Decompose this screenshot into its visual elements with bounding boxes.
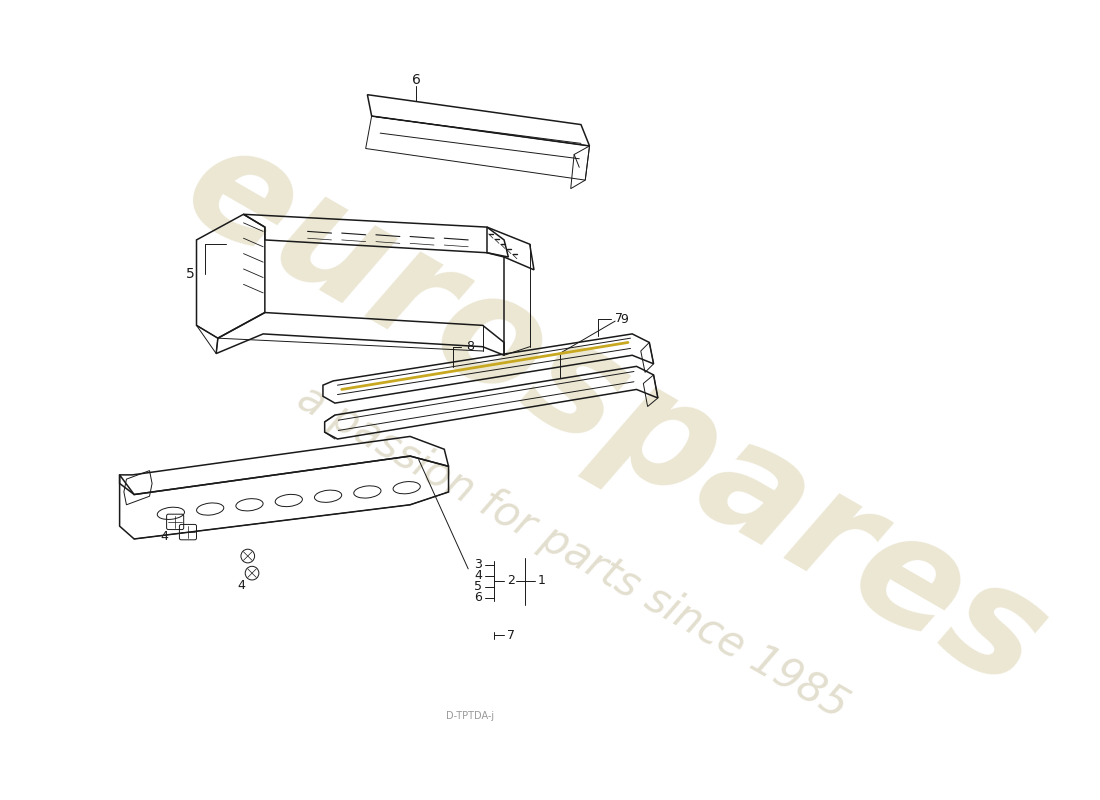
Text: 3: 3 bbox=[474, 558, 483, 571]
Text: 6: 6 bbox=[474, 591, 483, 605]
Text: D-TPTDA-j: D-TPTDA-j bbox=[446, 711, 494, 721]
Text: 7: 7 bbox=[615, 312, 623, 325]
Text: 5: 5 bbox=[474, 580, 483, 594]
Text: 4: 4 bbox=[474, 569, 483, 582]
Text: 7: 7 bbox=[507, 629, 515, 642]
Text: 8: 8 bbox=[466, 340, 474, 354]
Text: 4: 4 bbox=[236, 579, 245, 593]
Text: 9: 9 bbox=[620, 313, 628, 326]
Text: a passion for parts since 1985: a passion for parts since 1985 bbox=[289, 376, 855, 727]
Text: 2: 2 bbox=[507, 574, 515, 587]
Text: eurospares: eurospares bbox=[160, 109, 1070, 721]
Text: 4: 4 bbox=[161, 530, 168, 543]
Text: 5: 5 bbox=[186, 267, 195, 281]
Text: 1: 1 bbox=[538, 574, 546, 587]
Text: 6: 6 bbox=[411, 73, 420, 87]
